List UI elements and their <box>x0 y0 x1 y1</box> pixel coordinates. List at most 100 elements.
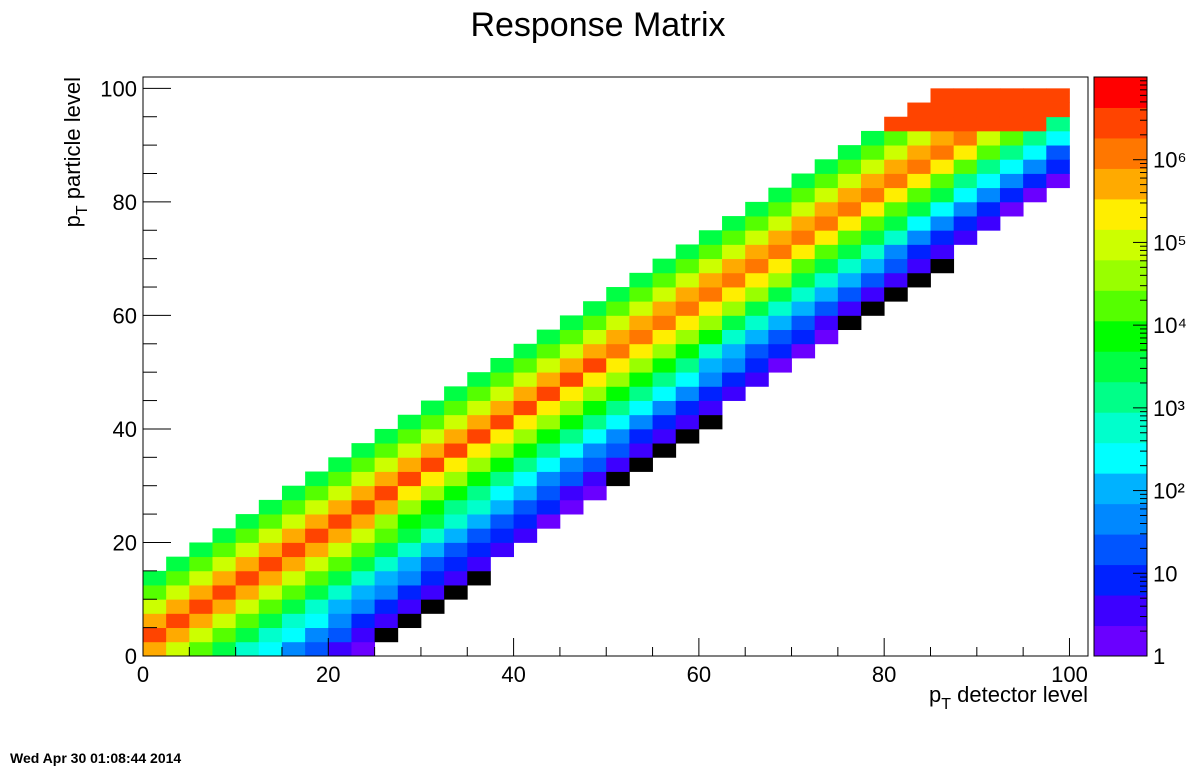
x-tick-label: 60 <box>687 662 711 687</box>
heatmap-cell <box>837 230 862 245</box>
heatmap-cell <box>675 400 700 416</box>
heatmap-cell <box>814 315 839 331</box>
heatmap-cell <box>745 315 769 331</box>
y-tick-label: 100 <box>100 76 137 101</box>
heatmap-cell <box>722 258 746 274</box>
colorbar-segment <box>1094 595 1147 627</box>
heatmap-cell <box>837 173 862 189</box>
heatmap-cell <box>397 570 422 586</box>
heatmap-cell <box>861 145 885 160</box>
colorbar-tick-label: 10³ <box>1153 396 1185 421</box>
heatmap-cell <box>281 528 306 543</box>
heatmap-cell <box>606 457 630 472</box>
heatmap-cell <box>351 542 376 558</box>
heatmap-cell <box>559 457 584 472</box>
heatmap-cell <box>884 216 908 231</box>
heatmap-cell <box>629 372 653 387</box>
y-tick-label: 60 <box>113 303 137 328</box>
heatmap-cell <box>189 599 213 614</box>
heatmap-cell <box>305 599 329 614</box>
heatmap-cell <box>281 570 306 586</box>
heatmap-cell <box>444 428 468 444</box>
heatmap-cell <box>305 499 329 515</box>
heatmap-cell <box>861 287 885 302</box>
heatmap-cell <box>629 287 653 302</box>
heatmap-cell <box>305 514 329 529</box>
heatmap-cell <box>698 414 723 430</box>
heatmap-cell <box>629 386 653 401</box>
heatmap-cell <box>791 272 816 288</box>
heatmap-cell <box>976 102 1001 118</box>
heatmap-cell <box>583 315 607 331</box>
heatmap-cell <box>907 216 931 231</box>
heatmap-cell <box>281 499 306 515</box>
heatmap-cell <box>305 556 329 572</box>
x-axis: 0 20 40 60 80 100 <box>137 638 1088 687</box>
heatmap-cell <box>1046 159 1070 174</box>
heatmap-cell <box>768 343 792 359</box>
heatmap-cell <box>606 372 630 387</box>
heatmap-cell <box>629 329 653 345</box>
heatmap-cell <box>559 400 584 416</box>
heatmap-cell <box>536 372 561 387</box>
colorbar-segment <box>1094 229 1147 261</box>
heatmap-cell <box>351 514 376 529</box>
heatmap-cell <box>212 627 237 643</box>
heatmap-cell <box>513 443 538 458</box>
colorbar-tick-label: 10 <box>1153 561 1177 586</box>
heatmap-cell <box>536 457 561 472</box>
heatmap-cell <box>281 514 306 529</box>
heatmap-cell <box>328 471 352 487</box>
heatmap-cell <box>212 641 237 657</box>
heatmap-cell <box>467 471 491 487</box>
heatmap-cell <box>1046 173 1070 189</box>
heatmap-cell <box>675 272 700 288</box>
heatmap-cell <box>861 216 885 231</box>
heatmap-cell <box>351 528 376 543</box>
heatmap-cell <box>536 414 561 430</box>
heatmap-cell <box>837 187 862 203</box>
heatmap-cell <box>675 258 700 274</box>
heatmap-cell <box>513 499 538 515</box>
heatmap-cell <box>791 287 816 302</box>
heatmap-cell <box>559 499 584 515</box>
heatmap-cell <box>351 485 376 501</box>
heatmap-cell <box>907 116 931 132</box>
heatmap-cell <box>143 627 167 643</box>
heatmap-cell <box>976 187 1001 203</box>
heatmap-cell <box>768 329 792 345</box>
heatmap-cell <box>397 485 422 501</box>
heatmap-cell <box>698 272 723 288</box>
heatmap-cell <box>861 244 885 260</box>
heatmap-cell <box>907 145 931 160</box>
colorbar-tick-label: 10² <box>1153 479 1185 504</box>
heatmap-cell <box>536 329 561 345</box>
heatmap-cell <box>513 357 538 373</box>
heatmap-cell <box>374 499 399 515</box>
heatmap-cell <box>861 173 885 189</box>
heatmap-cell <box>652 386 677 401</box>
heatmap-cell <box>976 88 1001 103</box>
heatmap-cell <box>698 244 723 260</box>
heatmap-cell <box>884 230 908 245</box>
heatmap-cell <box>930 145 955 160</box>
heatmap-cell <box>884 244 908 260</box>
heatmap-cell <box>1046 102 1070 118</box>
heatmap-cell <box>976 130 1001 146</box>
heatmap-cell <box>559 443 584 458</box>
heatmap-cell <box>258 599 283 614</box>
heatmap-cell <box>444 457 468 472</box>
heatmap-cell <box>305 570 329 586</box>
heatmap-cell <box>930 130 955 146</box>
colorbar-segment <box>1094 625 1147 657</box>
heatmap-cell <box>583 343 607 359</box>
heatmap-cell <box>212 585 237 600</box>
heatmap-cell <box>606 428 630 444</box>
y-axis-title: pT particle level <box>60 77 91 227</box>
heatmap-cell <box>351 613 376 629</box>
heatmap-cell <box>884 159 908 174</box>
heatmap-cell <box>559 428 584 444</box>
heatmap-cell <box>374 471 399 487</box>
heatmap-cell <box>606 301 630 316</box>
